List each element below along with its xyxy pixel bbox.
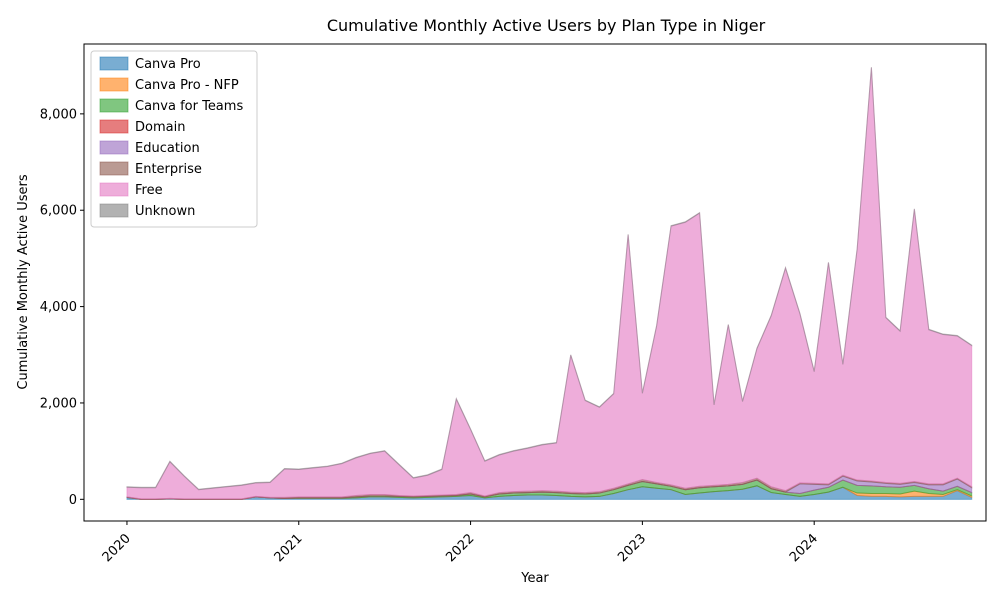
- legend-swatch-canva-pro-nfp: [99, 77, 129, 92]
- legend-label-free: Free: [135, 183, 163, 198]
- legend: Canva Pro Canva Pro - NFP Canva for Teams D…: [90, 50, 258, 228]
- legend-label-domain: Domain: [135, 120, 185, 135]
- x-axis-label: Year: [520, 571, 549, 586]
- y-tick-label: 4,000: [40, 300, 77, 315]
- y-tick-label: 6,000: [40, 204, 77, 219]
- y-tick-label: 8,000: [40, 107, 77, 122]
- legend-swatch-canva-for-teams: [99, 98, 129, 113]
- chart-title: Cumulative Monthly Active Users by Plan …: [327, 16, 766, 35]
- y-tick-label: 2,000: [40, 396, 77, 411]
- y-axis-label: Cumulative Monthly Active Users: [16, 174, 31, 389]
- legend-swatch-canva-pro: [99, 56, 129, 71]
- legend-label-canva-pro-nfp: Canva Pro - NFP: [135, 78, 239, 93]
- legend-swatch-free: [99, 182, 129, 197]
- legend-label-education: Education: [135, 141, 200, 156]
- legend-label-unknown: Unknown: [135, 204, 195, 219]
- legend-label-canva-for-teams: Canva for Teams: [135, 99, 243, 114]
- area-series-group: [126, 67, 973, 500]
- legend-label-enterprise: Enterprise: [135, 162, 202, 177]
- legend-swatch-enterprise: [99, 161, 129, 176]
- legend-label-canva-pro: Canva Pro: [135, 57, 201, 72]
- y-tick-label: 0: [69, 493, 77, 508]
- plot-frame: [83, 43, 987, 522]
- area-unknown: [126, 67, 973, 491]
- legend-swatch-education: [99, 140, 129, 155]
- legend-swatch-domain: [99, 119, 129, 134]
- legend-swatch-unknown: [99, 203, 129, 218]
- y-axis-ticks: 0 2,000 4,000 6,000 8,000: [40, 107, 84, 508]
- legend-frame: [90, 50, 258, 228]
